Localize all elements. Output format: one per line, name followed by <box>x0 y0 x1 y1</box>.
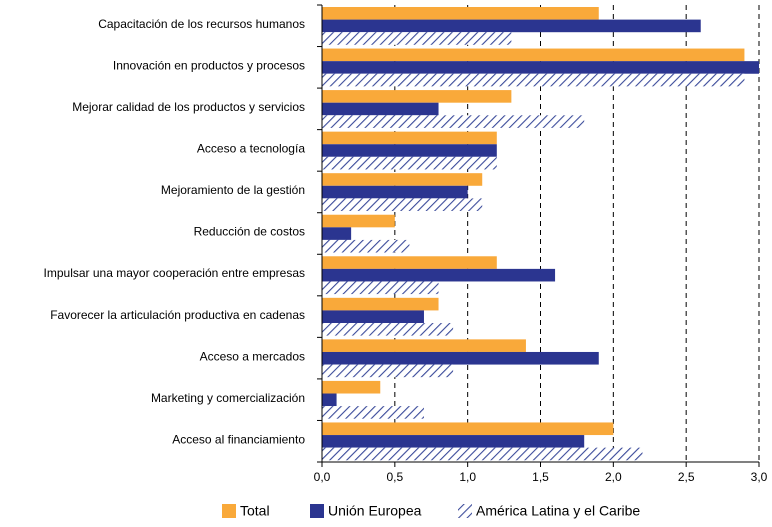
legend-swatch <box>310 504 324 518</box>
bar <box>322 422 614 436</box>
bar <box>322 173 483 186</box>
x-tick-label: 1,0 <box>459 470 476 484</box>
legend-swatch <box>222 504 236 518</box>
y-tick-label: Acceso a tecnología <box>197 142 305 156</box>
x-tick-label: 2,0 <box>605 470 622 484</box>
bar <box>322 435 585 448</box>
x-tick-label: 3,0 <box>751 470 768 484</box>
bar <box>322 268 556 282</box>
bar <box>322 48 745 62</box>
bar <box>322 364 454 378</box>
bar <box>322 61 759 74</box>
bar <box>322 185 468 199</box>
y-tick-label: Impulsar una mayor cooperación entre emp… <box>44 266 305 280</box>
bar <box>322 19 701 33</box>
y-tick-label: Innovación en productos y procesos <box>113 58 305 72</box>
bar <box>322 339 526 352</box>
bar <box>322 393 337 407</box>
x-tick-label: 2,5 <box>678 470 695 484</box>
legend-label: Unión Europea <box>328 503 422 519</box>
bar <box>322 447 643 461</box>
bar <box>322 7 599 20</box>
bar <box>322 198 483 211</box>
legend-swatch <box>458 504 472 518</box>
bar <box>322 323 454 336</box>
legend-label: América Latina y el Caribe <box>476 503 640 519</box>
bar <box>322 73 745 87</box>
y-tick-label: Favorecer la articulación productiva en … <box>50 308 305 322</box>
x-tick-label: 0,5 <box>386 470 403 484</box>
bar <box>322 90 512 103</box>
bar <box>322 351 599 365</box>
bar <box>322 380 381 394</box>
y-tick-label: Mejoramiento de la gestión <box>161 183 305 197</box>
bar <box>322 406 424 419</box>
bar <box>322 32 512 45</box>
x-tick-label: 1,5 <box>532 470 549 484</box>
y-tick-label: Reducción de costos <box>194 225 305 239</box>
x-tick-label: 0,0 <box>314 470 331 484</box>
bar <box>322 281 439 295</box>
bar <box>322 256 497 269</box>
bar <box>322 214 395 228</box>
bar <box>322 297 439 311</box>
bar <box>322 115 585 128</box>
y-tick-label: Acceso al financiamiento <box>172 432 305 446</box>
y-tick-label: Mejorar calidad de los productos y servi… <box>72 100 305 114</box>
legend-label: Total <box>240 503 270 519</box>
bar <box>322 227 352 240</box>
y-tick-label: Capacitación de los recursos humanos <box>98 17 305 31</box>
bar <box>322 144 497 157</box>
bar <box>322 239 410 253</box>
bar <box>322 131 497 145</box>
bar <box>322 156 497 170</box>
bar <box>322 102 439 116</box>
y-tick-label: Acceso a mercados <box>200 349 305 363</box>
y-tick-label: Marketing y comercialización <box>151 391 305 405</box>
bar <box>322 310 424 324</box>
